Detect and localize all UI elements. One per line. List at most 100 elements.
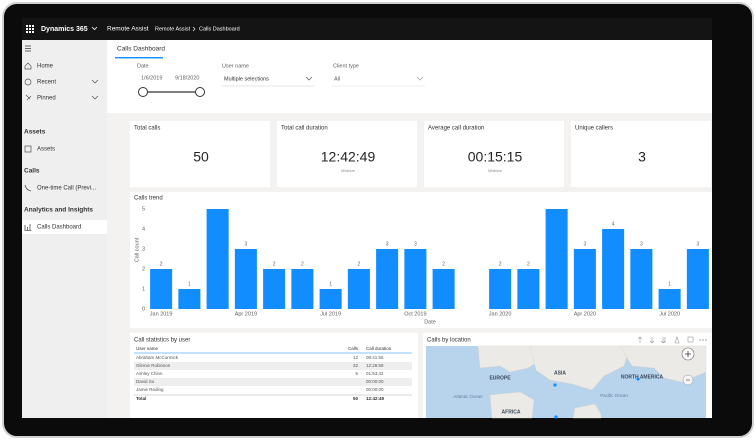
- breadcrumb-item[interactable]: Remote Assist: [155, 26, 191, 32]
- brand-chevron[interactable]: [91, 26, 98, 31]
- x-tick-label: Oct 2019: [404, 311, 426, 317]
- bar[interactable]: [263, 269, 286, 309]
- row-band: [134, 378, 412, 386]
- table-card: [130, 333, 418, 418]
- map-title: Calls by location: [427, 338, 471, 344]
- tab[interactable]: Calls Dashboard: [117, 46, 165, 53]
- nav-section: Assets: [24, 129, 46, 136]
- visual-toolbar[interactable]: [637, 336, 707, 344]
- x-tick-label: Apr 2019: [235, 311, 257, 317]
- y-tick-label: 3: [142, 246, 145, 252]
- bar[interactable]: [291, 269, 314, 309]
- map-label: ASIA: [554, 370, 566, 376]
- nav-item[interactable]: One-time Call (Previ...: [37, 186, 96, 192]
- bar[interactable]: [517, 269, 540, 309]
- bar[interactable]: [489, 269, 512, 309]
- map-label: NORTH AMERICA: [621, 374, 664, 380]
- table-cell: 32: [353, 363, 359, 368]
- breadcrumb-item: Calls Dashboard: [199, 26, 240, 32]
- slider-handle[interactable]: [138, 87, 148, 97]
- kpi-title: Unique callers: [575, 126, 613, 132]
- location-dot[interactable]: [553, 383, 557, 387]
- nav-item[interactable]: Recent: [37, 80, 56, 86]
- dropdown-chevron[interactable]: [305, 76, 313, 81]
- column-header[interactable]: Call duration: [366, 346, 392, 351]
- bar[interactable]: [178, 289, 201, 309]
- data-label: 4: [612, 221, 615, 227]
- data-label: 3: [414, 241, 417, 247]
- bar[interactable]: [432, 269, 455, 309]
- kpi-card: [277, 121, 417, 187]
- brand[interactable]: Dynamics 365: [41, 26, 88, 33]
- map-label: AFRICA: [502, 409, 521, 415]
- bar[interactable]: [404, 249, 427, 309]
- expand-chevron[interactable]: [91, 79, 99, 84]
- bar[interactable]: [545, 209, 568, 309]
- kpi-card: [571, 121, 711, 187]
- filter-value[interactable]: All: [334, 76, 340, 82]
- table-cell: Ashley Chinn: [136, 371, 163, 376]
- kpi-title: Average call duration: [428, 126, 484, 132]
- kpi-card: [130, 121, 270, 187]
- total-cell: 50: [353, 396, 359, 401]
- nav-item[interactable]: Pinned: [37, 96, 56, 102]
- dropdown-chevron[interactable]: [416, 76, 424, 81]
- kpi-note: Minimize: [341, 169, 355, 173]
- kpi-cards: Total calls 50 Total call duration 12:42:49…: [130, 121, 711, 187]
- bar[interactable]: [150, 269, 173, 309]
- hamburger[interactable]: [25, 45, 31, 52]
- x-tick-label: Jan 2019: [150, 311, 173, 317]
- table-cell: 00:00:00: [366, 379, 384, 384]
- y-tick-label: 2: [142, 266, 145, 272]
- bar-chart: 0 1 2 3 4 5 Jan 2019 2 1 5 Apr 2019 3 2 2 Jul 2019 1 2 3 O…: [142, 201, 709, 317]
- app-name[interactable]: Remote Assist: [107, 26, 149, 33]
- data-label: 3: [583, 241, 586, 247]
- data-label: 1: [668, 281, 671, 287]
- kpi-value: 12:42:49: [321, 149, 376, 165]
- bar[interactable]: [602, 229, 625, 309]
- bar[interactable]: [347, 269, 370, 309]
- nav-item[interactable]: Home: [37, 64, 54, 70]
- app-launcher[interactable]: [26, 25, 34, 33]
- date-end[interactable]: 9/18/2020: [175, 75, 199, 81]
- data-label: 2: [442, 261, 445, 267]
- data-label: 2: [160, 261, 163, 267]
- bar[interactable]: [630, 249, 653, 309]
- kpi-title: Total call duration: [281, 126, 328, 132]
- column-header[interactable]: Calls: [348, 346, 359, 351]
- nav-item[interactable]: Assets: [37, 147, 55, 153]
- bar[interactable]: [376, 249, 399, 309]
- x-tick-label: Apr 2020: [574, 311, 596, 317]
- zoom-in-icon: [685, 351, 691, 357]
- bar[interactable]: [319, 289, 342, 309]
- bar[interactable]: [686, 249, 709, 309]
- data-label: 2: [499, 261, 502, 267]
- table-cell: 00:00:00: [366, 387, 384, 392]
- bar[interactable]: [658, 289, 681, 309]
- map-labels: EUROPE ASIA NORTH AMERICA Atlantic Ocean Pac…: [453, 370, 663, 415]
- stats-table: User name Calls Call duration Abraham McCor…: [134, 346, 412, 401]
- kpi-value: 00:15:15: [468, 149, 523, 165]
- bar[interactable]: [573, 249, 596, 309]
- x-tick-label: Jul 2020: [659, 311, 680, 317]
- table-cell: Glinnie Robinson: [136, 363, 171, 368]
- data-label: 3: [244, 241, 247, 247]
- table-cell: 6: [355, 371, 358, 376]
- location-dot[interactable]: [636, 377, 640, 381]
- table-cell: David So: [136, 379, 155, 384]
- nav-item[interactable]: Calls Dashboard: [37, 225, 81, 231]
- slider-handle[interactable]: [195, 87, 205, 97]
- date-start[interactable]: 1/6/2019: [141, 75, 162, 81]
- home-icon: [24, 62, 32, 70]
- expand-chevron[interactable]: [91, 95, 99, 100]
- call-icon: [24, 184, 32, 192]
- bar[interactable]: [234, 249, 257, 309]
- data-label: 2: [301, 261, 304, 267]
- filter-value[interactable]: Multiple selections: [224, 76, 269, 82]
- bar[interactable]: [206, 209, 229, 309]
- y-tick-label: 4: [142, 226, 145, 232]
- column-header[interactable]: User name: [136, 346, 159, 351]
- location-dot[interactable]: [554, 415, 558, 419]
- table-cell: 08:41:55: [366, 355, 384, 360]
